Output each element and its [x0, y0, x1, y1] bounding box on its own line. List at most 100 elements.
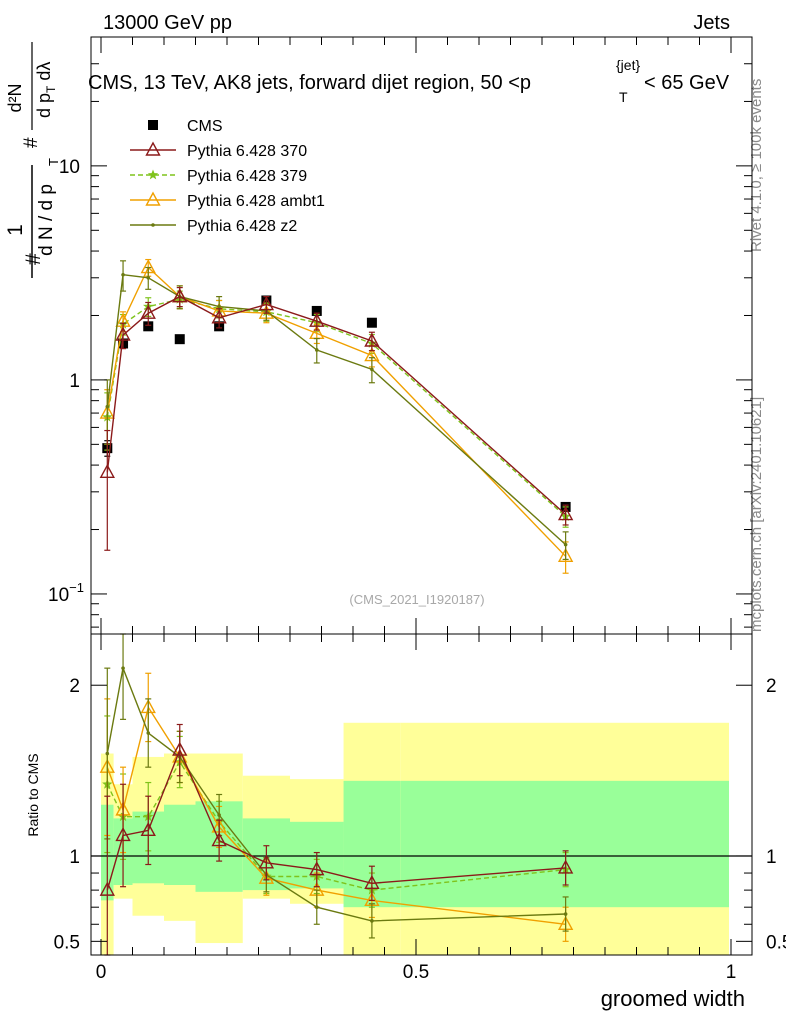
ratio-series-z2-point — [563, 912, 568, 916]
main-series-p379-line — [106, 298, 567, 518]
main-series-z2-point — [314, 348, 319, 352]
main-series-z2 — [104, 260, 569, 561]
ratio-y-tick-label: 2 — [69, 676, 80, 697]
rivet-version-label: Rivet 4.1.0, ≥ 100k events — [748, 79, 765, 252]
ratio-series-p370-point — [364, 874, 380, 889]
legend-label-p370: Pythia 6.428 370 — [187, 143, 307, 160]
main-series-z2-point — [105, 404, 110, 409]
main-y-tick-label-base: 10 — [48, 585, 69, 606]
main-y-tick-label-exp: −1 — [69, 580, 84, 595]
plot-title-prefix: CMS, 13 TeV, AK8 jets, forward dijet reg… — [88, 72, 531, 94]
main-series-p370-point — [309, 312, 325, 327]
ratio-y-tick-label-right: 2 — [766, 676, 777, 697]
legend-marker-z2 — [151, 223, 155, 227]
legend-marker-p379 — [147, 169, 159, 180]
legend-item-cms: CMS — [148, 118, 223, 135]
main-series-ambt1 — [99, 258, 574, 574]
legend-marker-p370 — [145, 141, 161, 156]
legend-label-p379: Pythia 6.428 379 — [187, 168, 307, 185]
main-series-p379 — [102, 290, 571, 528]
ratio-bands-layer — [91, 722, 752, 955]
main-y-axis-label: # 1 d N / d p T # d²N d pT dλ — [4, 42, 61, 278]
main-series-p370-point — [172, 288, 188, 303]
main-y-tick-label: 1 — [69, 371, 80, 392]
plot-title-sub: T — [619, 89, 628, 105]
main-series-z2-line — [106, 273, 567, 546]
y-label-inner-den-sub: T — [44, 85, 58, 93]
ratio-series-z2-point — [314, 905, 319, 909]
ratio-panel: 0.5 0.5 1 1 2 2 0 0.5 1 Ratio to CMS groomed wid… — [25, 633, 786, 1011]
main-series-p370 — [99, 286, 574, 551]
main-series-p370-point — [140, 304, 156, 319]
main-series-p370-point — [115, 326, 131, 341]
y-label-outer-den-sub: T — [46, 158, 61, 166]
main-series-p370-point — [99, 463, 115, 479]
ratio-series-z2-point — [146, 731, 151, 735]
main-series-p370-point — [364, 332, 380, 347]
ratio-series-p370-point — [557, 859, 574, 874]
main-series-ambt1-line — [106, 266, 567, 557]
ratio-series-p370-point — [172, 741, 188, 756]
main-series-z2-point — [217, 304, 221, 309]
ratio-series-p370-point — [115, 827, 131, 842]
ratio-series-z2-point — [121, 666, 125, 670]
legend-label-ambt1: Pythia 6.428 ambt1 — [187, 193, 325, 210]
main-series-cms-point — [311, 305, 322, 316]
legend-label-cms: CMS — [187, 118, 223, 135]
legend-marker-ambt1 — [145, 191, 161, 206]
plot-title: CMS, 13 TeV, AK8 jets, forward dijet reg… — [88, 72, 531, 94]
y-label-inner-num: d²N — [5, 83, 25, 112]
main-series-p370-point — [557, 506, 574, 521]
header-energy-label: 13000 GeV pp — [103, 12, 232, 34]
y-label-inner-den-dp: d p — [34, 93, 54, 118]
ratio-series-p370-point — [140, 821, 156, 837]
ratio-y-tick-label: 1 — [69, 847, 80, 868]
main-y-tick-label: 10 — [59, 157, 80, 178]
ratio-band-inner — [400, 780, 729, 908]
ratio-series-p370-point — [309, 861, 325, 876]
ratio-series-p370 — [99, 723, 574, 956]
main-series-z2-point — [563, 542, 568, 547]
header-process-label: Jets — [693, 12, 730, 34]
ratio-panel-frame — [90, 633, 753, 956]
legend-item-ambt1: Pythia 6.428 ambt1 — [130, 191, 325, 210]
main-series-p370-point — [258, 296, 275, 311]
mcplots-source-label: mcplots.cern.ch [arXiv:2401.10621] — [748, 397, 765, 632]
ratio-series-z2-point — [217, 813, 221, 817]
main-series-z2-point — [370, 367, 374, 372]
ratio-series-p370-point — [258, 854, 275, 869]
ratio-series-p370-point — [99, 881, 115, 896]
ratio-series-p370-point — [211, 832, 227, 847]
legend-item-p379: Pythia 6.428 379 — [130, 168, 307, 185]
ratio-series-layer — [99, 633, 574, 956]
main-series-cms-point — [366, 317, 377, 328]
legend-item-z2: Pythia 6.428 z2 — [130, 218, 297, 235]
plot-title-sup: {jet} — [616, 57, 640, 73]
ratio-x-tick-label: 0 — [96, 962, 107, 983]
ratio-x-tick-label: 1 — [726, 962, 737, 983]
ratio-band-inner — [164, 804, 196, 885]
legend-item-p370: Pythia 6.428 370 — [130, 141, 307, 160]
analysis-id-label: (CMS_2021_I1920187) — [349, 592, 484, 607]
main-series-cms-point — [143, 321, 154, 332]
ratio-y-tick-label-right: 0.5 — [766, 932, 786, 953]
y-label-hash-2: # — [21, 137, 42, 148]
x-axis-label: groomed width — [601, 986, 745, 1011]
ratio-y-tick-label-right: 1 — [766, 847, 777, 868]
main-series-z2-point — [146, 275, 151, 280]
y-label-inner-den: d pT dλ — [34, 62, 58, 118]
main-series-cms-point — [174, 334, 185, 345]
ratio-y-tick-label: 0.5 — [54, 932, 80, 953]
main-series-p370-point — [211, 309, 227, 324]
y-label-outer-den: d N / d p — [36, 184, 57, 256]
main-y-tick-label: 10−1 — [48, 580, 84, 606]
ratio-x-tick-label: 0.5 — [403, 962, 429, 983]
y-label-inner-den-tail: dλ — [34, 62, 54, 86]
legend: CMS Pythia 6.428 370 Pythia 6.428 379 Pythi… — [130, 118, 325, 235]
legend-marker-cms — [148, 120, 158, 130]
ratio-ticks-layer: 0.5 0.5 1 1 2 2 0 0.5 1 — [54, 634, 786, 983]
legend-label-z2: Pythia 6.428 z2 — [187, 218, 297, 235]
